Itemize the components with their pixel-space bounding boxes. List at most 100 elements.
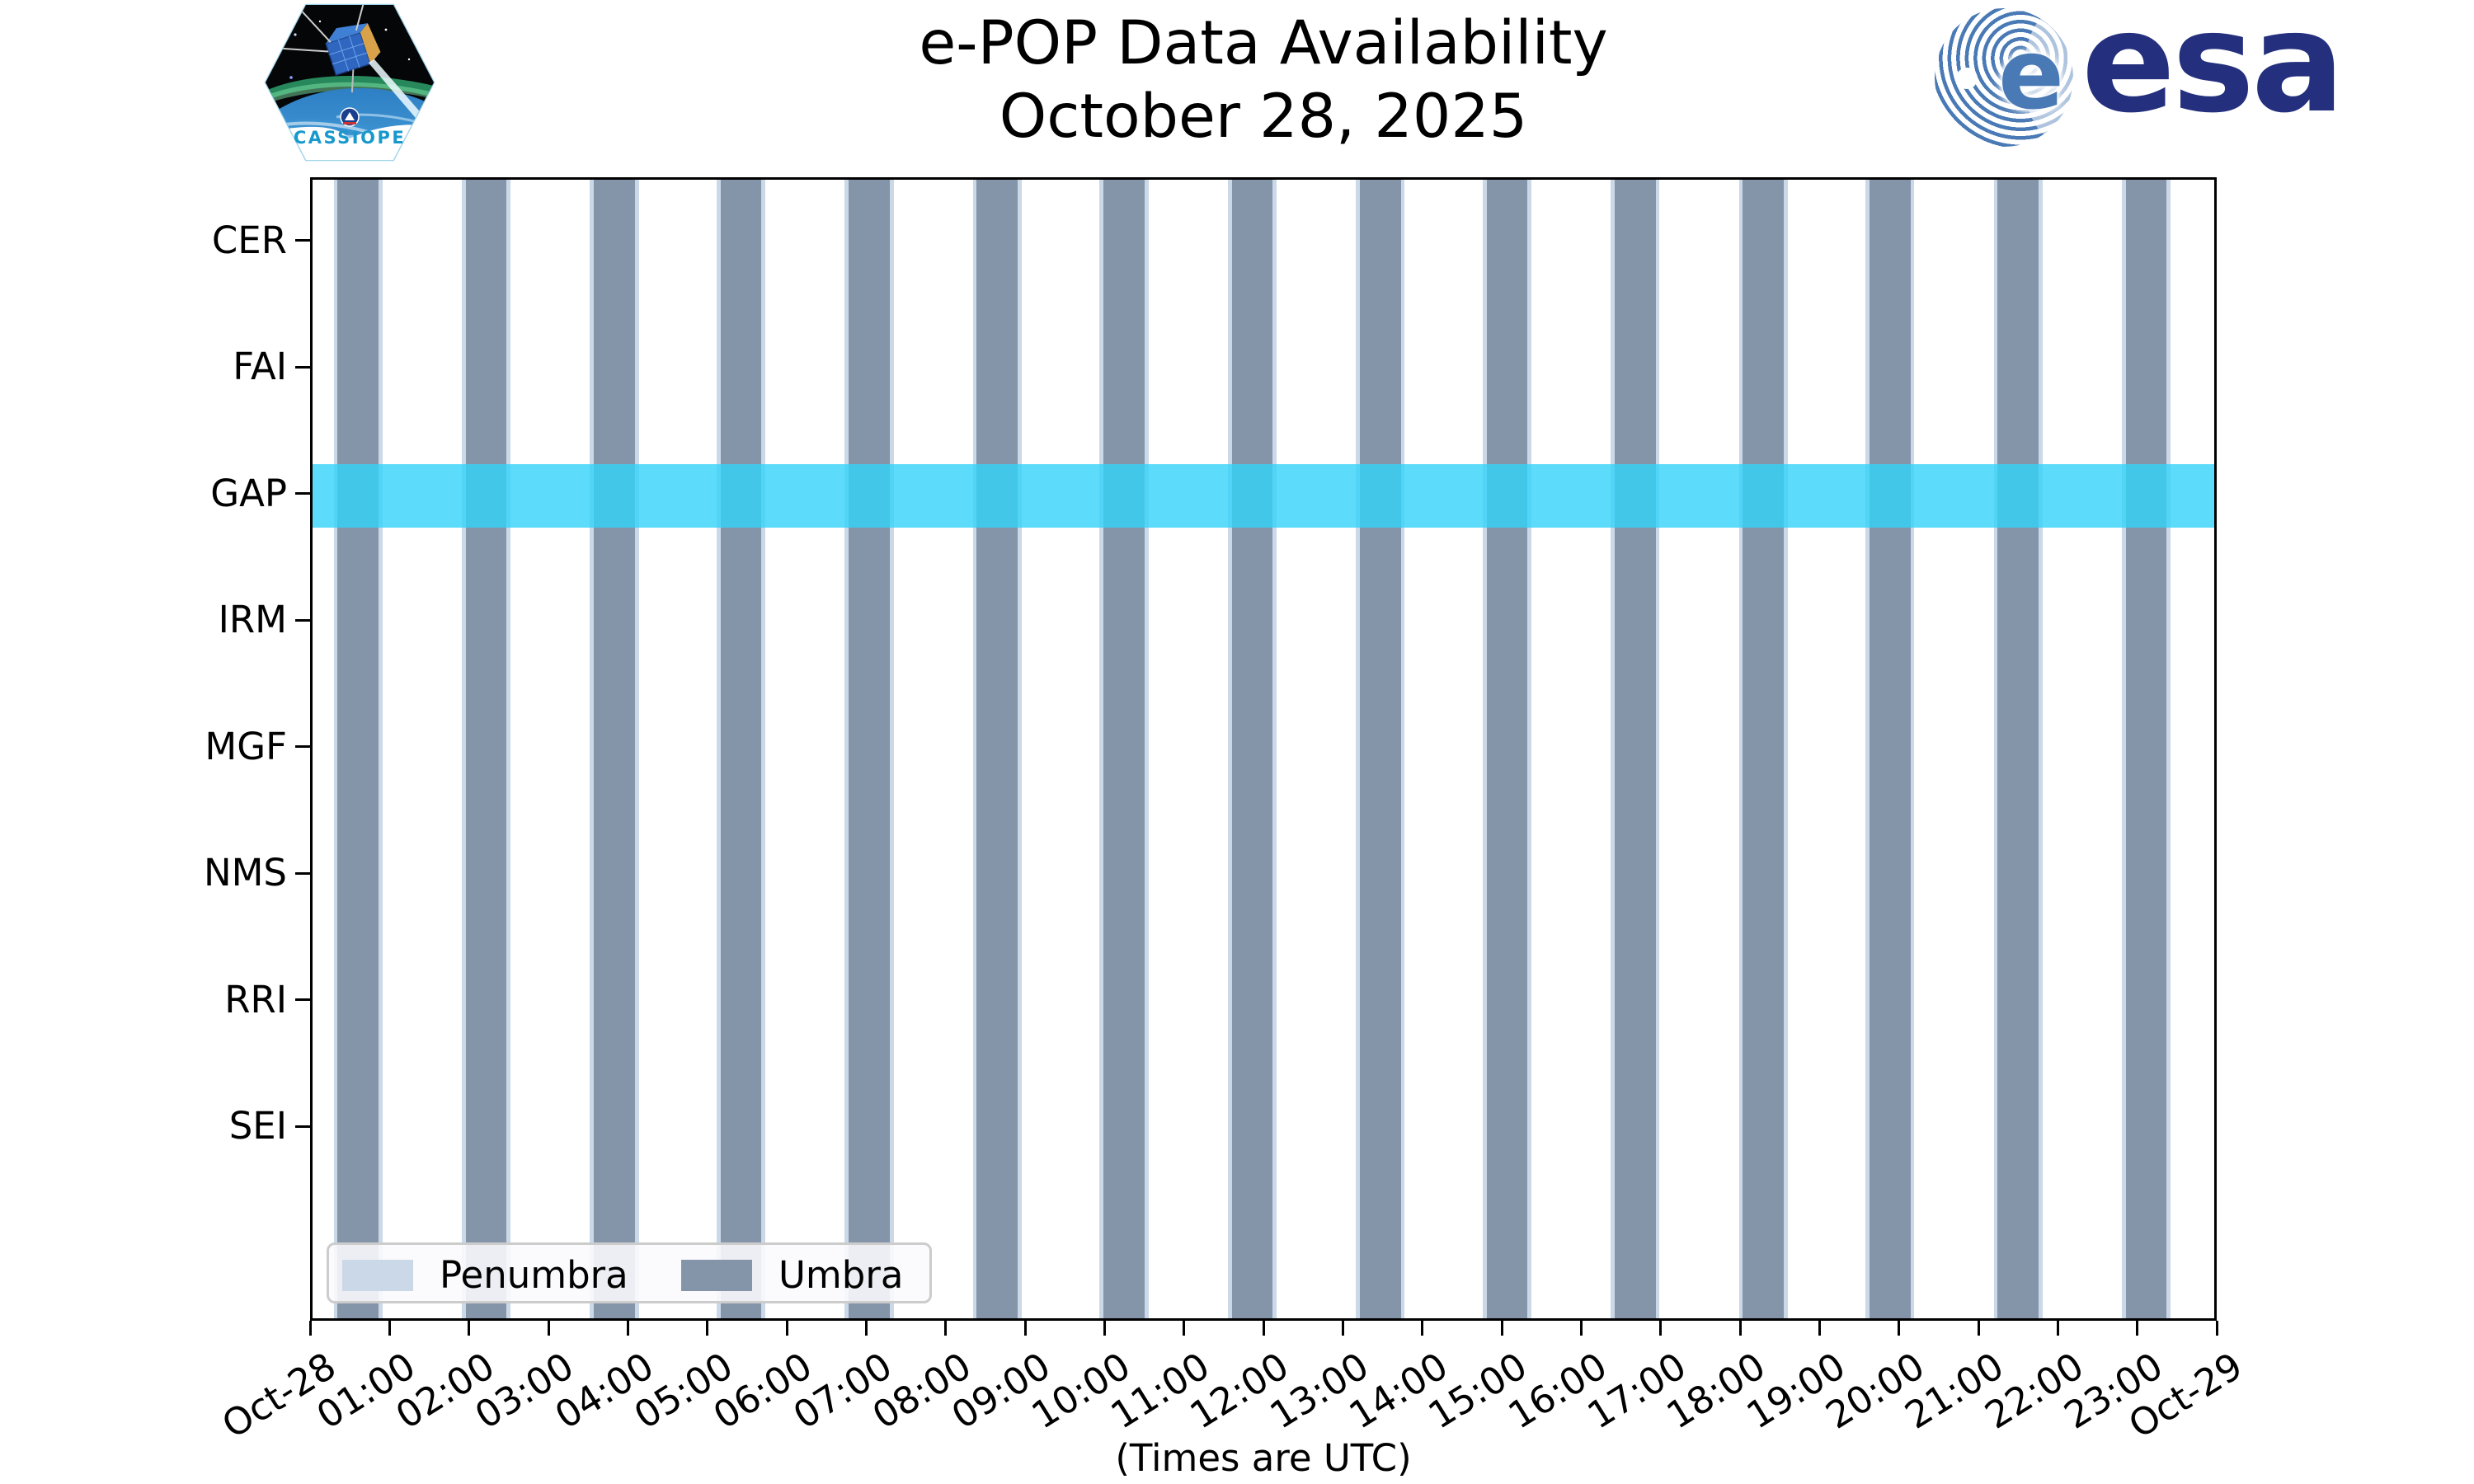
y-tick-fai <box>295 365 310 369</box>
y-tick-irm <box>295 618 310 622</box>
penumbra-span <box>1272 180 1277 1318</box>
umbra-span <box>1231 180 1273 1318</box>
y-tick-nms <box>295 871 310 875</box>
umbra-legend-label: Umbra <box>778 1253 904 1297</box>
patch-lower-band <box>266 124 434 160</box>
penumbra-span <box>1099 180 1104 1318</box>
x-tick-11 <box>1183 1321 1186 1336</box>
timeline-plot-area <box>310 177 2217 1321</box>
instrument-label-cer: CER <box>211 218 287 262</box>
x-tick-12 <box>1262 1321 1265 1336</box>
cassiope-patch-graphic: CASSIOPE <box>264 3 435 162</box>
penumbra-span <box>844 180 849 1318</box>
umbra-span <box>1359 180 1401 1318</box>
legend-box: Penumbra Umbra <box>327 1242 932 1303</box>
x-tick-3 <box>547 1321 550 1336</box>
penumbra-span <box>1018 180 1022 1318</box>
penumbra-span <box>2121 180 2126 1318</box>
esa-globe-crescent <box>2024 13 2081 137</box>
penumbra-span <box>717 180 721 1318</box>
penumbra-span <box>590 180 595 1318</box>
x-tick-1 <box>388 1321 391 1336</box>
instrument-label-nms: NMS <box>203 851 287 895</box>
instrument-label-gap: GAP <box>210 471 287 515</box>
penumbra-span <box>1738 180 1743 1318</box>
penumbra-legend-label: Penumbra <box>440 1253 628 1297</box>
instrument-label-sei: SEI <box>228 1104 287 1148</box>
penumbra-span <box>1865 180 1870 1318</box>
x-tick-13 <box>1341 1321 1344 1336</box>
y-tick-gap <box>295 492 310 495</box>
penumbra-span <box>2039 180 2043 1318</box>
instrument-label-fai: FAI <box>233 345 287 389</box>
umbra-legend-swatch <box>681 1260 752 1291</box>
umbra-span <box>1486 180 1528 1318</box>
penumbra-span <box>1655 180 1660 1318</box>
umbra-span <box>720 180 762 1318</box>
esa-globe-dot <box>1956 68 1978 89</box>
umbra-span <box>465 180 507 1318</box>
x-tick-23 <box>2136 1321 2139 1336</box>
x-tick-4 <box>626 1321 629 1336</box>
chart-title: e-POP Data Availability October 28, 2025 <box>310 7 2217 153</box>
availability-band-gap <box>313 464 2214 528</box>
x-tick-19 <box>1818 1321 1821 1336</box>
penumbra-span <box>1783 180 1788 1318</box>
x-tick-8 <box>944 1321 948 1336</box>
penumbra-span <box>379 180 383 1318</box>
y-tick-rri <box>295 998 310 1002</box>
penumbra-span <box>972 180 977 1318</box>
penumbra-span <box>461 180 466 1318</box>
x-tick-24 <box>2215 1321 2218 1336</box>
umbra-span <box>849 180 890 1318</box>
x-tick-14 <box>1421 1321 1424 1336</box>
umbra-span <box>337 180 379 1318</box>
x-tick-5 <box>706 1321 709 1336</box>
umbra-span <box>1997 180 2039 1318</box>
cassiope-wordmark: CASSIOPE <box>294 128 406 148</box>
instrument-label-irm: IRM <box>218 598 287 642</box>
instrument-label-rri: RRI <box>224 977 287 1021</box>
y-tick-sei <box>295 1125 310 1128</box>
penumbra-span <box>1611 180 1615 1318</box>
x-axis-caption: (Times are UTC) <box>1115 1436 1412 1480</box>
penumbra-span <box>2166 180 2171 1318</box>
penumbra-span <box>761 180 766 1318</box>
penumbra-span <box>1227 180 1232 1318</box>
penumbra-span <box>1482 180 1487 1318</box>
penumbra-span <box>634 180 639 1318</box>
esa-logo: e esa <box>1935 0 2345 153</box>
x-tick-22 <box>2056 1321 2059 1336</box>
y-tick-mgf <box>295 745 310 749</box>
penumbra-span <box>1527 180 1532 1318</box>
penumbra-span <box>1144 180 1149 1318</box>
esa-wordmark: esa <box>2081 0 2345 143</box>
umbra-span <box>976 180 1018 1318</box>
x-tick-20 <box>1898 1321 1901 1336</box>
umbra-span <box>1743 180 1784 1318</box>
x-tick-16 <box>1579 1321 1583 1336</box>
umbra-span <box>1870 180 1911 1318</box>
umbra-span <box>1103 180 1145 1318</box>
penumbra-span <box>889 180 894 1318</box>
penumbra-span <box>1356 180 1360 1318</box>
umbra-span <box>2125 180 2167 1318</box>
cassiope-mission-patch-logo: CASSIOPE <box>262 2 437 163</box>
x-tick-9 <box>1023 1321 1027 1336</box>
penumbra-span <box>1993 180 1998 1318</box>
penumbra-legend-swatch <box>342 1260 413 1291</box>
x-tick-18 <box>1738 1321 1742 1336</box>
penumbra-span <box>1910 180 1915 1318</box>
esa-e-glyph: e <box>1997 17 2065 131</box>
umbra-span <box>594 180 635 1318</box>
penumbra-span <box>333 180 338 1318</box>
x-tick-6 <box>785 1321 788 1336</box>
x-tick-0 <box>308 1321 312 1336</box>
x-tick-2 <box>468 1321 471 1336</box>
chart-title-line1: e-POP Data Availability <box>919 8 1608 78</box>
instrument-label-mgf: MGF <box>205 724 287 768</box>
y-tick-cer <box>295 239 310 242</box>
x-tick-17 <box>1659 1321 1663 1336</box>
x-tick-21 <box>1977 1321 1980 1336</box>
chart-title-line2: October 28, 2025 <box>999 82 1528 153</box>
